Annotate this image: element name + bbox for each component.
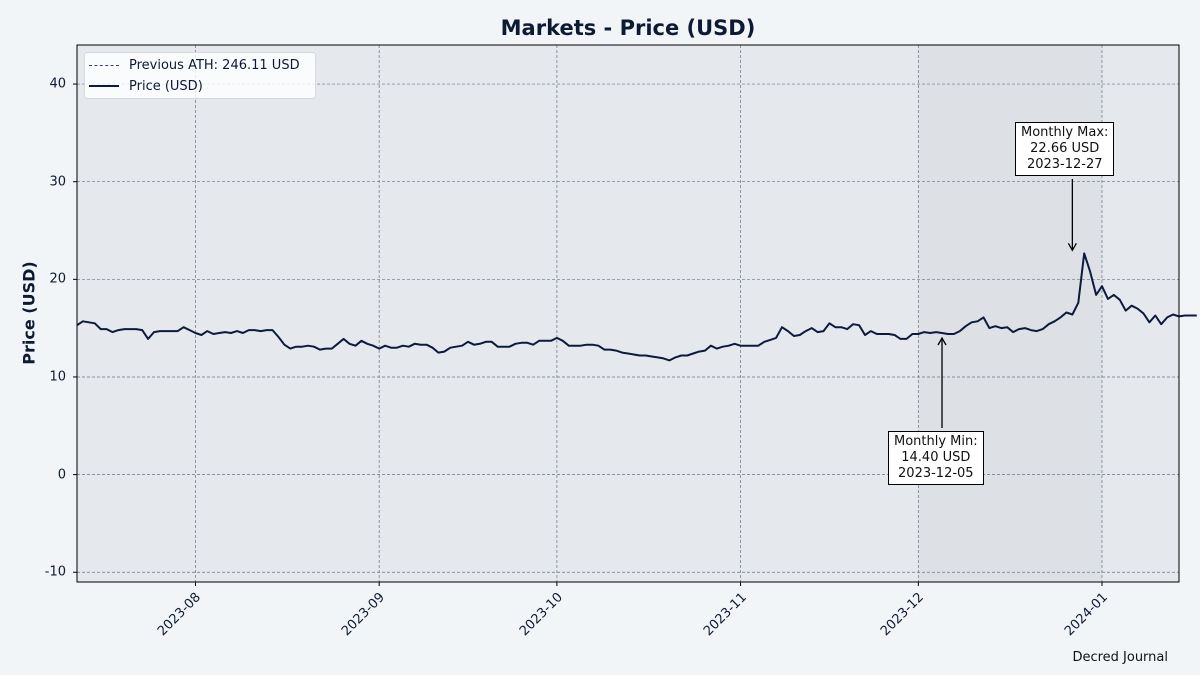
- credit-label: Decred Journal: [1072, 650, 1168, 665]
- y-tick-label: 30: [49, 174, 66, 190]
- axes-frame: [76, 44, 1180, 583]
- legend: Previous ATH: 246.11 USD Price (USD): [84, 52, 316, 99]
- annotation-line: 14.40 USD: [901, 450, 971, 465]
- annotation-monthly-max: Monthly Max: 22.66 USD 2023-12-27: [1015, 122, 1115, 176]
- legend-item-price: Price (USD): [89, 77, 203, 95]
- annotation-monthly-min: Monthly Min: 14.40 USD 2023-12-05: [888, 431, 984, 485]
- annotation-arrows: [937, 179, 1077, 428]
- grid-lines: [77, 45, 1179, 582]
- tick-marks: [73, 83, 1103, 586]
- dashed-line-icon: [89, 64, 119, 66]
- y-tick-label: -10: [44, 564, 66, 580]
- annotation-line: 2023-12-27: [1026, 157, 1103, 172]
- chart-title: Markets - Price (USD): [500, 16, 756, 40]
- annotation-line: Monthly Max:: [1021, 125, 1109, 140]
- annotation-line: 22.66 USD: [1030, 141, 1100, 156]
- annotation-line: Monthly Min:: [894, 434, 978, 449]
- legend-label: Price (USD): [129, 78, 203, 94]
- legend-item-previous-ath: Previous ATH: 246.11 USD: [89, 56, 300, 74]
- solid-line-icon: [89, 85, 119, 87]
- annotation-line: 2023-12-05: [898, 466, 974, 481]
- y-tick-label: 40: [49, 76, 66, 92]
- legend-label: Previous ATH: 246.11 USD: [129, 57, 300, 73]
- price-line: [76, 252, 1197, 362]
- y-axis-label: Price (USD): [19, 261, 39, 365]
- y-tick-label: 20: [49, 271, 66, 287]
- y-tick-label: 10: [49, 369, 66, 385]
- y-tick-label: 0: [57, 467, 66, 483]
